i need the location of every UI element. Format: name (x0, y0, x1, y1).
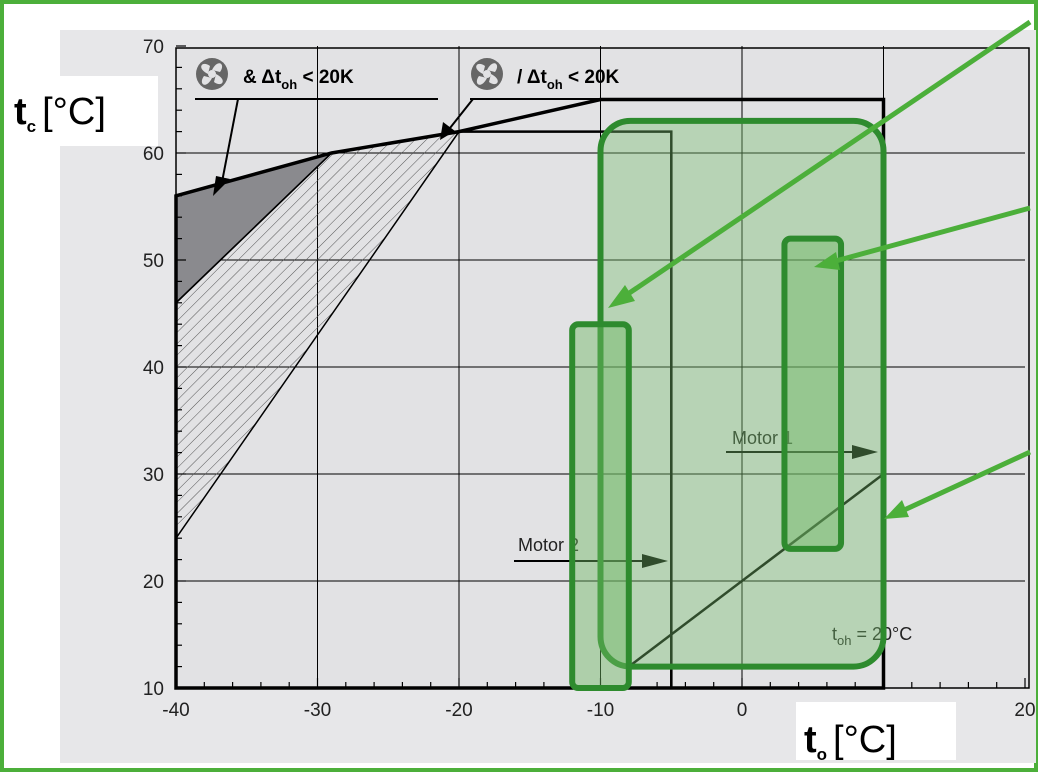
motor2-arrowhead (642, 554, 668, 568)
y-tick-label: 60 (143, 144, 164, 165)
green-arrows (608, 19, 1032, 519)
legend2-sub: oh (547, 77, 563, 92)
legend-fan-and: & Δtoh < 20K (195, 58, 438, 100)
legend2-suffix: < 20K (563, 67, 620, 88)
y-tick-label: 20 (143, 572, 164, 593)
x-tick-label: -10 (587, 700, 614, 721)
y-tick-label: 50 (143, 251, 164, 272)
x-axis-label: to [°C] (804, 719, 897, 764)
legend1-arrowhead (213, 176, 230, 196)
x-tick-label: 0 (737, 700, 748, 721)
ylabel-box (8, 76, 158, 146)
y-tick-label: 30 (143, 465, 164, 486)
fan-icon (471, 58, 503, 90)
big-highlight (597, 117, 887, 670)
right-highlight (781, 235, 845, 552)
motor1-label: Motor 1 (732, 428, 793, 448)
legend2-prefix: / Δt (517, 67, 548, 88)
legend1-prefix: & Δt (243, 67, 282, 88)
legend2-arrow (449, 98, 474, 129)
legend1-suffix: < 20K (297, 67, 354, 88)
motor2-label: Motor 2 (518, 535, 579, 555)
y-axis-label: tc [°C] (14, 91, 106, 136)
legend-fan-or: / Δtoh < 20K (470, 58, 700, 100)
tick-labels: 10 20 30 40 50 60 70 -40 -30 -20 -10 0 20 (143, 37, 1036, 721)
fan-icon (196, 58, 228, 90)
highlights (569, 117, 887, 691)
legend1-arrow (221, 98, 239, 183)
x-tick-label: 20 (1014, 700, 1035, 721)
x-tick-label: -40 (162, 700, 189, 721)
legend2-arrowhead (440, 122, 455, 140)
x-tick-label: -20 (445, 700, 472, 721)
x-tick-label: -30 (304, 700, 331, 721)
motor1-arrowhead (852, 445, 878, 459)
xlabel-box (796, 702, 956, 760)
svg-text:/ Δtoh < 20K: / Δtoh < 20K (517, 67, 620, 92)
y-tick-label: 70 (143, 37, 164, 58)
left-highlight (569, 321, 632, 691)
svg-text:& Δtoh < 20K: & Δtoh < 20K (243, 67, 354, 92)
y-tick-label: 40 (143, 358, 164, 379)
legend1-sub: oh (281, 77, 297, 92)
y-tick-label: 10 (143, 679, 164, 700)
ticks (175, 45, 1026, 689)
